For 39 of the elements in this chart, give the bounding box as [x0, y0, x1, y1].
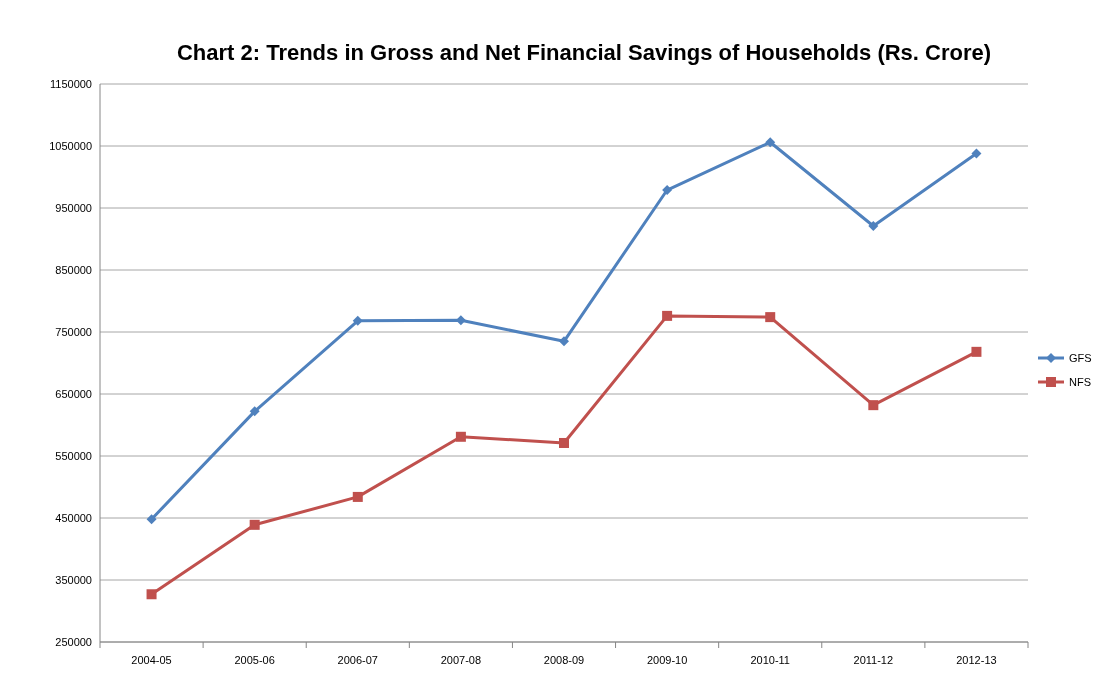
y-tick-label: 1050000 — [49, 139, 92, 152]
point — [765, 137, 776, 148]
point — [868, 220, 879, 231]
point — [662, 185, 673, 196]
y-tick-label: 1150000 — [49, 77, 92, 90]
x-tick-label: 2004-05 — [131, 654, 172, 666]
point — [971, 346, 982, 357]
point — [146, 514, 157, 525]
y-tick-label: 250000 — [55, 635, 92, 648]
y-tick-label: 950000 — [55, 201, 92, 214]
point — [146, 589, 157, 600]
point — [559, 336, 569, 347]
point — [249, 406, 260, 417]
point — [455, 431, 466, 442]
x-tick-label: 2008-09 — [543, 654, 585, 666]
y-tick-label: 550000 — [55, 449, 92, 462]
x-tick-label: 2009-10 — [646, 654, 688, 666]
legend-label: GFS — [1069, 351, 1092, 364]
point — [249, 519, 260, 530]
point — [352, 315, 363, 326]
chart-title: Chart 2: Trends in Gross and Net Financial Savings of Households (Rs. Crore) — [176, 40, 992, 65]
y-tick-label: 850000 — [55, 263, 92, 276]
x-tick-label: 2012-13 — [956, 654, 997, 666]
point — [765, 312, 776, 323]
point — [662, 310, 673, 321]
point — [971, 148, 982, 159]
x-tick-label: 2006-07 — [337, 654, 378, 666]
x-tick-label: 2010-11 — [750, 654, 790, 666]
point — [559, 437, 569, 448]
point — [352, 491, 363, 502]
y-tick-label: 350000 — [55, 573, 92, 586]
legend-label: NFS — [1069, 375, 1091, 388]
x-tick-label: 2011-12 — [853, 654, 894, 666]
y-tick-label: 650000 — [55, 387, 92, 400]
y-tick-label: 750000 — [55, 325, 92, 338]
x-tick-label: 2005-06 — [234, 654, 275, 666]
x-tick-label: 2007-08 — [440, 654, 482, 666]
point — [868, 400, 879, 411]
y-tick-label: 450000 — [55, 511, 92, 524]
